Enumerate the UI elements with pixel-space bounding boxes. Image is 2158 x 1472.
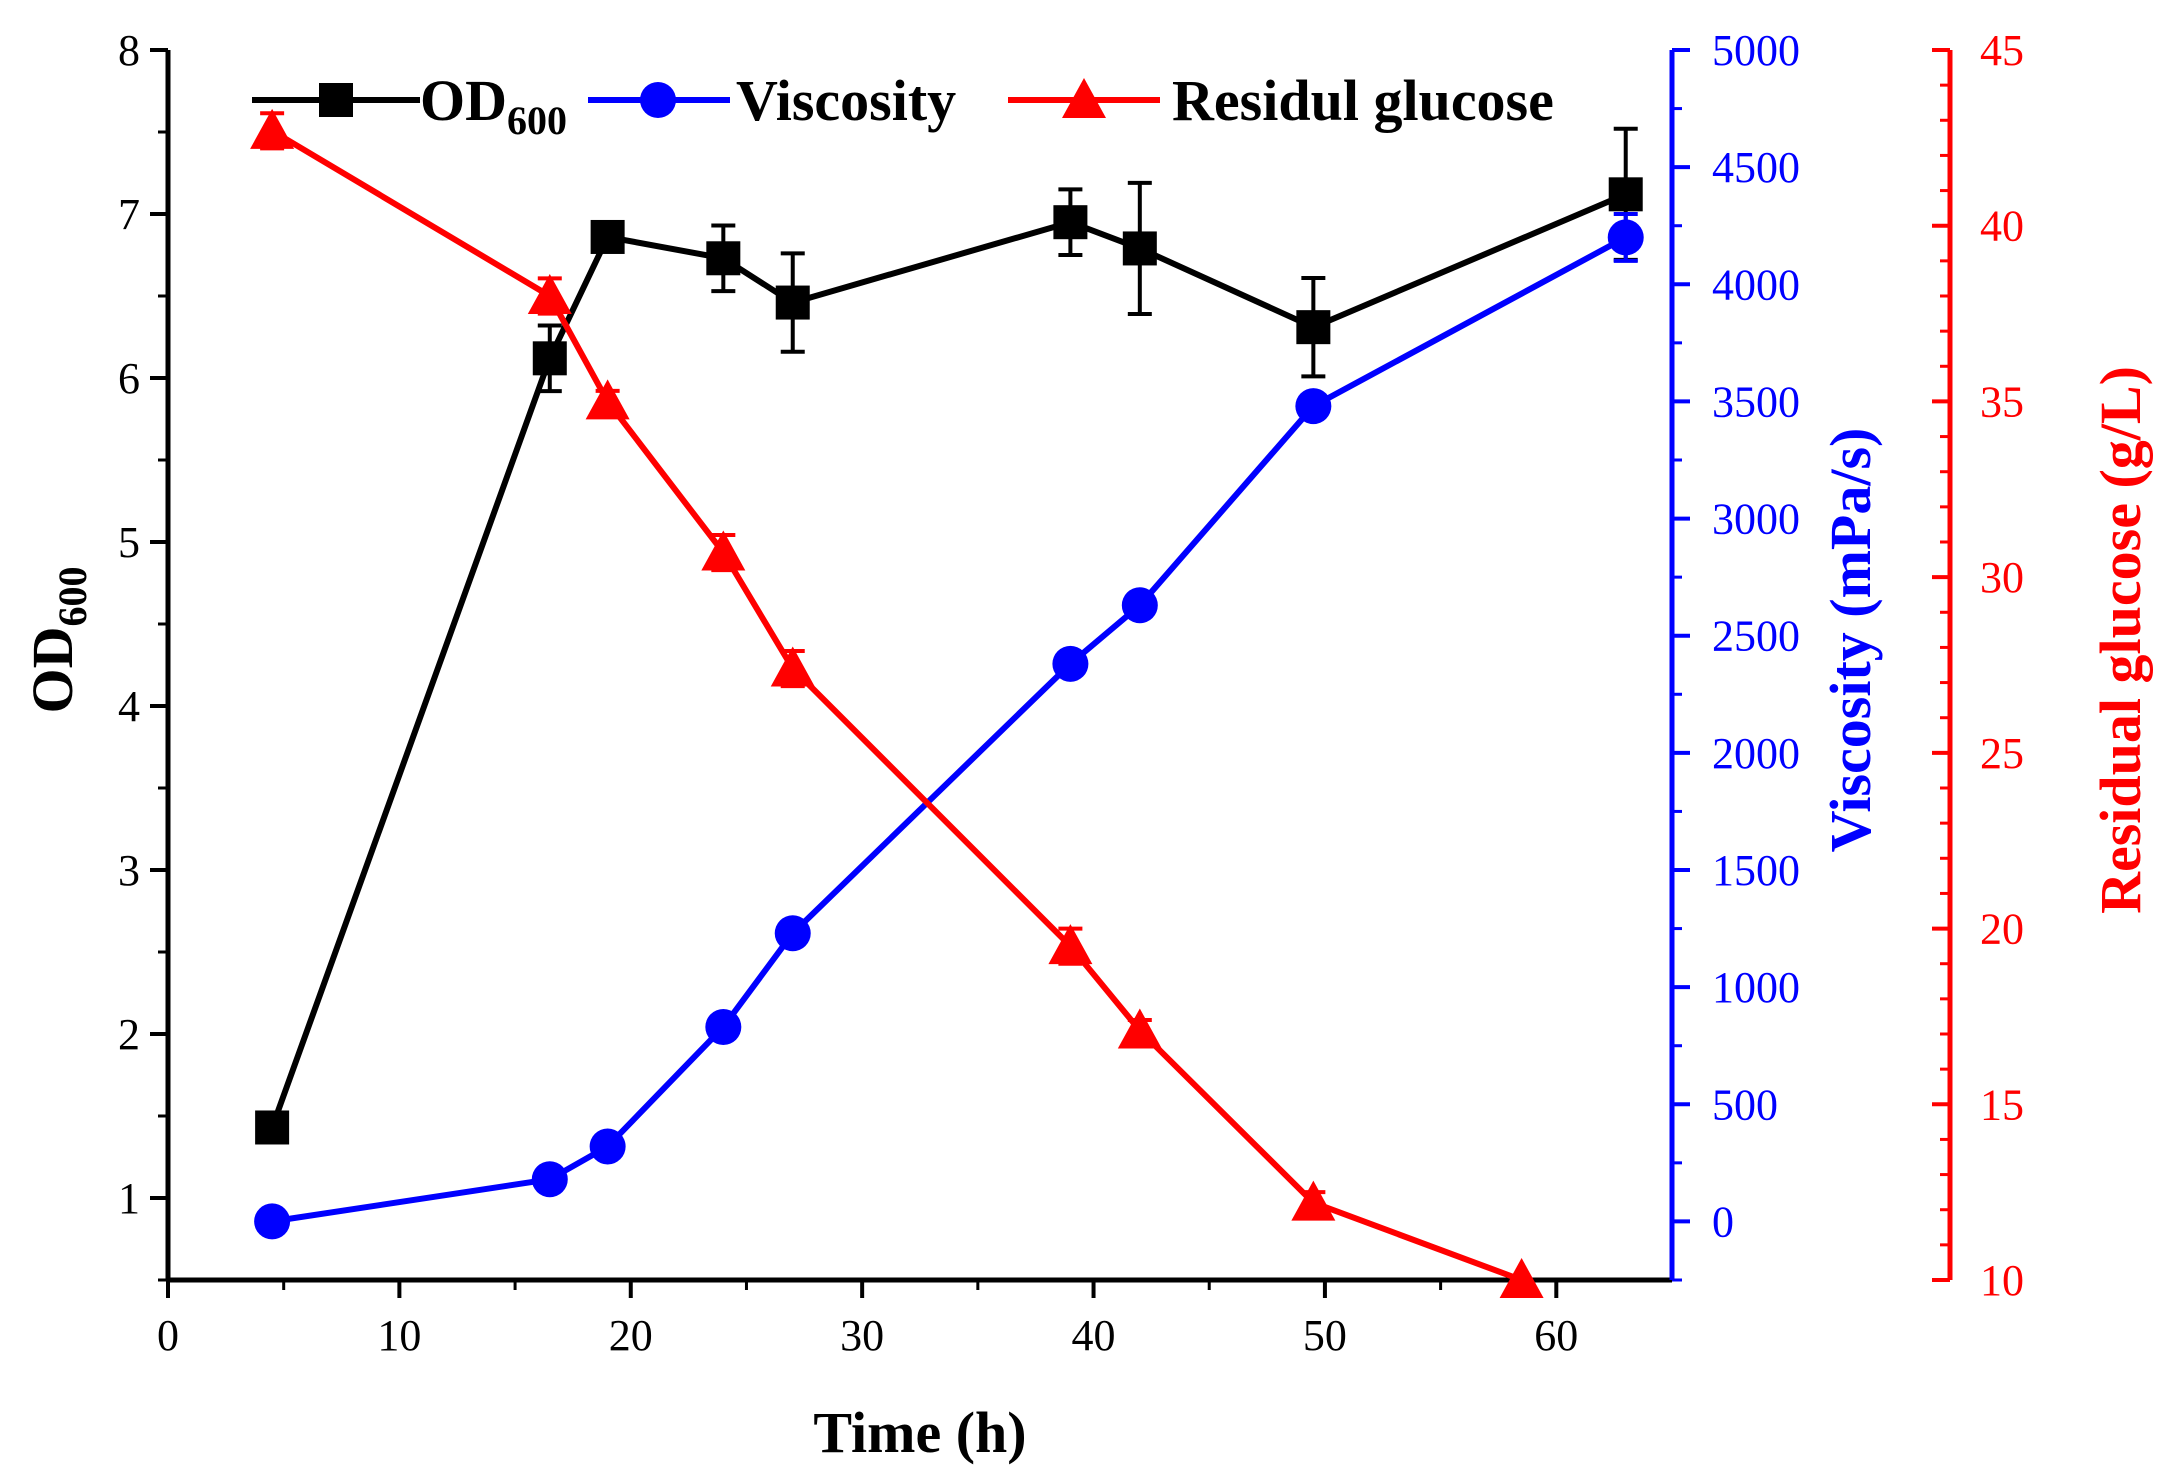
viscosity-tick-label: 500 <box>1712 1080 1778 1129</box>
od-axis-title-subscript: 600 <box>50 567 95 627</box>
legend: OD600 Viscosity Residul glucose <box>252 68 1554 143</box>
od-tick-label: 8 <box>118 26 140 75</box>
glucose-point <box>770 646 815 687</box>
legend-od-label-subscript: 600 <box>507 98 567 143</box>
od-point <box>1608 177 1643 212</box>
od-point <box>255 1110 290 1145</box>
od-point <box>1296 310 1331 345</box>
viscosity-point <box>1052 645 1089 682</box>
glucose-tick-label: 45 <box>1980 26 2024 75</box>
glucose-point <box>527 274 572 314</box>
x-tick-label: 0 <box>157 1311 179 1360</box>
viscosity-point <box>589 1128 626 1165</box>
series-layer <box>250 108 1644 1298</box>
glucose-tick-label: 30 <box>1980 553 2024 602</box>
viscosity-point <box>254 1203 291 1240</box>
legend-viscosity-marker <box>640 82 676 118</box>
viscosity-line <box>271 234 1628 1225</box>
glucose-line <box>270 128 1523 1283</box>
glucose-series <box>250 108 1544 1298</box>
glucose-point <box>1117 1008 1162 1049</box>
glucose-point <box>250 108 295 149</box>
legend-od-label: OD600 <box>420 68 567 143</box>
od-tick-label: 6 <box>118 354 140 403</box>
x-axis-title: Time (h) <box>813 1400 1026 1465</box>
glucose-point <box>701 530 746 571</box>
glucose-point <box>1291 1180 1336 1221</box>
viscosity-point <box>531 1161 568 1198</box>
x-tick-label: 30 <box>840 1311 884 1360</box>
legend-od-label-main: OD <box>420 68 507 133</box>
legend-glucose-marker <box>1062 78 1106 118</box>
viscosity-tick-label: 3000 <box>1712 495 1800 544</box>
glucose-tick-label: 10 <box>1980 1256 2024 1305</box>
viscosity-tick-label: 4500 <box>1712 143 1800 192</box>
axes-layer: 0 10 20 30 40 50 60123456780500100015002000250… <box>118 26 2024 1360</box>
viscosity-tick-label: 4000 <box>1712 260 1800 309</box>
glucose-point <box>1048 924 1093 965</box>
od-point <box>775 285 810 320</box>
x-tick-label: 60 <box>1534 1311 1578 1360</box>
viscosity-point <box>774 915 811 952</box>
od-tick-label: 3 <box>118 846 140 895</box>
glucose-tick-label: 25 <box>1980 729 2024 778</box>
x-tick-label: 20 <box>609 1311 653 1360</box>
viscosity-point <box>1295 388 1332 425</box>
od-tick-label: 7 <box>118 190 140 239</box>
x-tick-label: 50 <box>1303 1311 1347 1360</box>
od-point <box>1053 205 1088 240</box>
viscosity-tick-label: 5000 <box>1712 26 1800 75</box>
od-tick-label: 1 <box>118 1174 140 1223</box>
od-tick-label: 2 <box>118 1010 140 1059</box>
od-tick-label: 4 <box>118 682 140 731</box>
legend-od-marker <box>319 83 353 117</box>
od-axis-title: OD600 <box>20 567 95 714</box>
x-tick-label: 10 <box>377 1311 421 1360</box>
viscosity-series <box>254 212 1644 1240</box>
legend-viscosity-label: Viscosity <box>736 68 956 133</box>
od-point <box>1122 231 1157 266</box>
viscosity-tick-label: 3500 <box>1712 377 1800 426</box>
od-point <box>706 241 741 276</box>
viscosity-point <box>1121 587 1158 624</box>
viscosity-axis-title: Viscosity (mPa/s) <box>1818 428 1883 853</box>
glucose-point <box>585 379 630 420</box>
viscosity-tick-label: 1500 <box>1712 846 1800 895</box>
glucose-tick-label: 40 <box>1980 202 2024 251</box>
od-point <box>590 219 625 254</box>
od-axis-title-main: OD <box>20 627 85 714</box>
od-point <box>532 341 567 376</box>
glucose-point <box>1499 1258 1544 1298</box>
glucose-tick-label: 20 <box>1980 905 2024 954</box>
viscosity-tick-label: 2500 <box>1712 612 1800 661</box>
glucose-axis-title: Residual glucose (g/L) <box>2088 366 2153 914</box>
x-tick-label: 40 <box>1072 1311 1116 1360</box>
od-tick-label: 5 <box>118 518 140 567</box>
glucose-tick-label: 35 <box>1980 377 2024 426</box>
viscosity-point <box>1607 219 1644 256</box>
od-line <box>269 191 1627 1129</box>
glucose-tick-label: 15 <box>1980 1080 2024 1129</box>
viscosity-point <box>705 1008 742 1045</box>
viscosity-tick-label: 0 <box>1712 1197 1734 1246</box>
od-series <box>255 126 1643 1145</box>
viscosity-tick-label: 2000 <box>1712 729 1800 778</box>
legend-glucose-label: Residul glucose <box>1172 68 1554 133</box>
viscosity-tick-label: 1000 <box>1712 963 1800 1012</box>
